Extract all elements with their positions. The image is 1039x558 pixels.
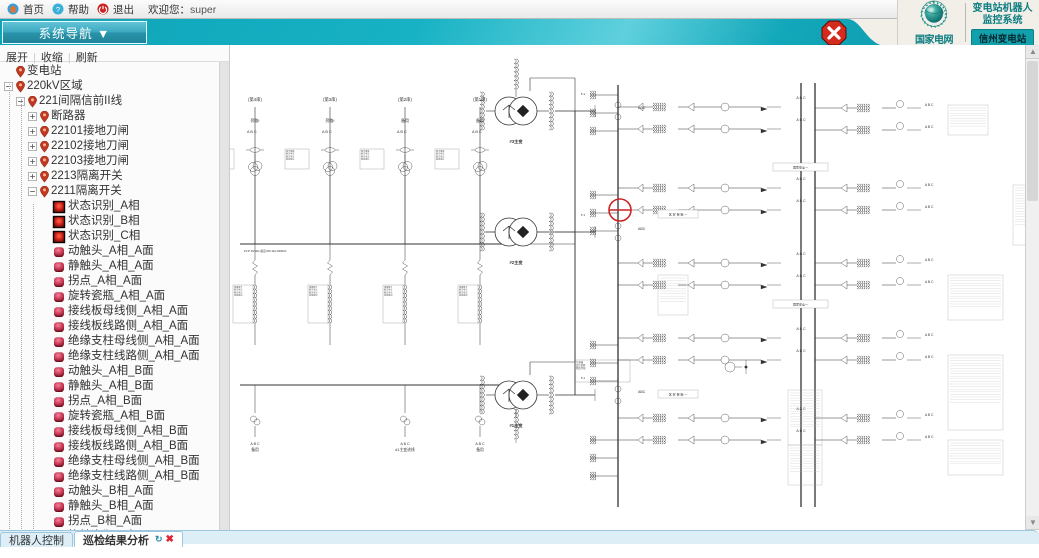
svg-text:#2主变: #2主变	[509, 259, 523, 266]
svg-text:A B C: A B C	[475, 442, 485, 446]
svg-text:#3主变: #3主变	[509, 138, 523, 145]
svg-text:A B C: A B C	[322, 130, 332, 134]
svg-text:A B C: A B C	[400, 442, 410, 446]
svg-text:国家安全一: 国家安全一	[793, 302, 808, 307]
svg-text:区 安 保 箱 一: 区 安 保 箱 一	[669, 392, 687, 397]
svg-text:备用: 备用	[401, 117, 409, 123]
svg-text:(第3串): (第3串)	[323, 96, 337, 103]
svg-text:5 1: 5 1	[581, 92, 586, 96]
svg-text:5 1: 5 1	[581, 213, 586, 217]
svg-text:A B C: A B C	[925, 435, 934, 439]
svg-text:#1主变进线: #1主变进线	[395, 447, 415, 452]
svg-text:旁路I: 旁路I	[325, 117, 334, 123]
svg-text:ABC: ABC	[638, 390, 646, 394]
svg-text:备用: 备用	[476, 117, 484, 123]
svg-text:(第4串): (第4串)	[248, 96, 262, 103]
svg-text:A B C: A B C	[925, 205, 934, 209]
svg-text:A B C: A B C	[397, 130, 407, 134]
svg-text:备用: 备用	[476, 447, 484, 452]
svg-text:ABC: ABC	[638, 227, 646, 231]
svg-text:A B C: A B C	[925, 413, 934, 417]
svg-text:?: ?	[56, 5, 60, 14]
svg-text:A B C: A B C	[925, 333, 934, 337]
svg-text:A B C: A B C	[250, 442, 260, 446]
svg-text:精度等级: 精度等级	[576, 366, 586, 370]
svg-text:旁路I: 旁路I	[250, 117, 259, 123]
svg-text:5 1: 5 1	[581, 376, 586, 380]
svg-text:#1主变: #1主变	[509, 422, 523, 429]
svg-text:(第1串): (第1串)	[473, 96, 487, 103]
svg-text:A B C: A B C	[925, 125, 934, 129]
svg-text:A B C: A B C	[925, 103, 934, 107]
svg-text:区 安 保 箱 一: 区 安 保 箱 一	[669, 212, 687, 217]
svg-text:A B C: A B C	[925, 183, 934, 187]
svg-text:A B C: A B C	[925, 355, 934, 359]
svg-text:#1 IP 46/10kv 额定/220 4kA 200M: #1 IP 46/10kv 额定/220 4kA 200MVA	[244, 249, 287, 253]
svg-text:A B C: A B C	[247, 130, 257, 134]
svg-text:备用: 备用	[251, 447, 259, 452]
svg-text:国家安全一: 国家安全一	[793, 165, 808, 170]
svg-text:A B C: A B C	[925, 280, 934, 284]
svg-text:A B C: A B C	[472, 130, 482, 134]
svg-text:A B C: A B C	[925, 258, 934, 262]
svg-text:(第2串): (第2串)	[398, 96, 412, 103]
